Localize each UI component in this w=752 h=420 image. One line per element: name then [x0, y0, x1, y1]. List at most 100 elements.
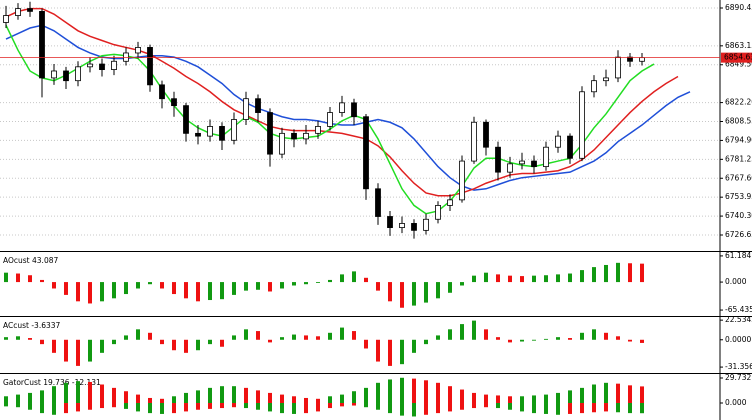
gator-bar: [268, 403, 272, 412]
gator-bar: [28, 392, 32, 404]
candle-body: [39, 10, 45, 79]
gator-bar: [124, 403, 128, 409]
oscillator-bar: [304, 335, 308, 340]
oscillator-bar: [376, 339, 380, 362]
y-tick-label: 6808.55: [725, 117, 752, 126]
oscillator-bar: [184, 282, 188, 299]
gator-bar: [88, 381, 92, 404]
candle-body: [471, 121, 477, 162]
oscillator-bar: [220, 282, 224, 300]
candle-body: [243, 98, 249, 120]
gator-bar: [532, 395, 536, 404]
gator-bar: [400, 403, 404, 416]
oscillator-bar: [364, 339, 368, 349]
oscillator-bar: [628, 263, 632, 283]
gator-bar: [184, 392, 188, 404]
pane-title: AOcust 43.087: [3, 256, 58, 265]
candle-body: [27, 8, 33, 12]
oscillator-bar: [52, 339, 56, 353]
candle-body: [279, 132, 285, 155]
candle-body: [615, 56, 621, 79]
candle-body: [135, 47, 141, 54]
oscillator-bar: [76, 339, 80, 366]
oscillator-bar: [484, 272, 488, 283]
gator-bar: [40, 403, 44, 414]
current-price-label: 6854.63: [724, 53, 752, 62]
oscillator-bar: [124, 282, 128, 295]
oscillator-bar: [232, 282, 236, 295]
gator-bar: [220, 403, 224, 409]
candle-body: [207, 126, 213, 137]
oscillator-bar: [436, 335, 440, 340]
gator-bar: [460, 403, 464, 410]
gator-bar: [16, 403, 20, 408]
candle-body: [363, 116, 369, 190]
oscillator-bar: [436, 282, 440, 299]
y-tick-label: 22.5342: [725, 315, 752, 324]
oscillator-bar: [196, 339, 200, 351]
gator-bar: [160, 403, 164, 414]
gator-bar: [352, 403, 356, 406]
gator-bar: [340, 394, 344, 404]
gator-bar: [88, 403, 92, 410]
oscillator-bar: [340, 327, 344, 340]
candle-body: [603, 77, 609, 82]
gator-bar: [412, 378, 416, 404]
gator-bar: [28, 403, 32, 410]
candle-body: [423, 218, 429, 231]
oscillator-bar: [640, 263, 644, 283]
gator-bar: [76, 403, 80, 412]
gator-bar: [436, 403, 440, 414]
oscillator-bar: [556, 337, 560, 340]
oscillator-bar: [316, 282, 320, 283]
candle-body: [219, 126, 225, 141]
candle-body: [519, 160, 525, 165]
gator-bar: [640, 403, 644, 414]
oscillator-bar: [88, 282, 92, 304]
gator-bar: [64, 403, 68, 414]
oscillator-bar: [340, 274, 344, 283]
candle-body: [591, 80, 597, 93]
gator-bar: [208, 403, 212, 409]
gator-bar: [112, 403, 116, 408]
y-tick-label: -31.3568: [725, 362, 752, 371]
candle-body: [531, 160, 537, 168]
oscillator-bar: [460, 282, 464, 286]
candle-body: [375, 188, 381, 217]
oscillator-bar: [268, 282, 272, 292]
oscillator-bar: [4, 272, 8, 283]
oscillator-bar: [52, 282, 56, 289]
oscillator-bar: [160, 282, 164, 289]
gator-bar: [280, 394, 284, 404]
gator-bar: [484, 403, 488, 408]
gator-bar: [388, 403, 392, 414]
oscillator-bar: [196, 282, 200, 302]
candle-body: [75, 66, 81, 82]
gator-bar: [4, 396, 8, 404]
oscillator-bar: [544, 275, 548, 283]
gator-bar: [232, 403, 236, 408]
gator-bar: [220, 386, 224, 404]
oscillator-bar: [388, 282, 392, 302]
oscillator-bar: [16, 273, 20, 283]
oscillator-bar: [400, 339, 404, 365]
candle-body: [351, 102, 357, 118]
candle-body: [507, 163, 513, 173]
gator-bar: [388, 379, 392, 404]
oscillator-bar: [136, 282, 140, 289]
oscillator-bar: [508, 339, 512, 343]
gator-bar: [448, 403, 452, 412]
oscillator-bar: [208, 282, 212, 301]
pane-title: ACcust -3.6337: [3, 321, 61, 330]
gator-bar: [508, 396, 512, 404]
candle-body: [495, 146, 501, 173]
candle-body: [255, 98, 261, 113]
candle-body: [555, 135, 561, 148]
y-tick-label: 6767.60: [725, 173, 752, 182]
oscillator-bar: [448, 329, 452, 340]
oscillator-bar: [400, 282, 404, 308]
oscillator-bar: [124, 335, 128, 340]
oscillator-bar: [364, 277, 368, 283]
gator-bar: [604, 382, 608, 404]
oscillator-bar: [4, 337, 8, 340]
